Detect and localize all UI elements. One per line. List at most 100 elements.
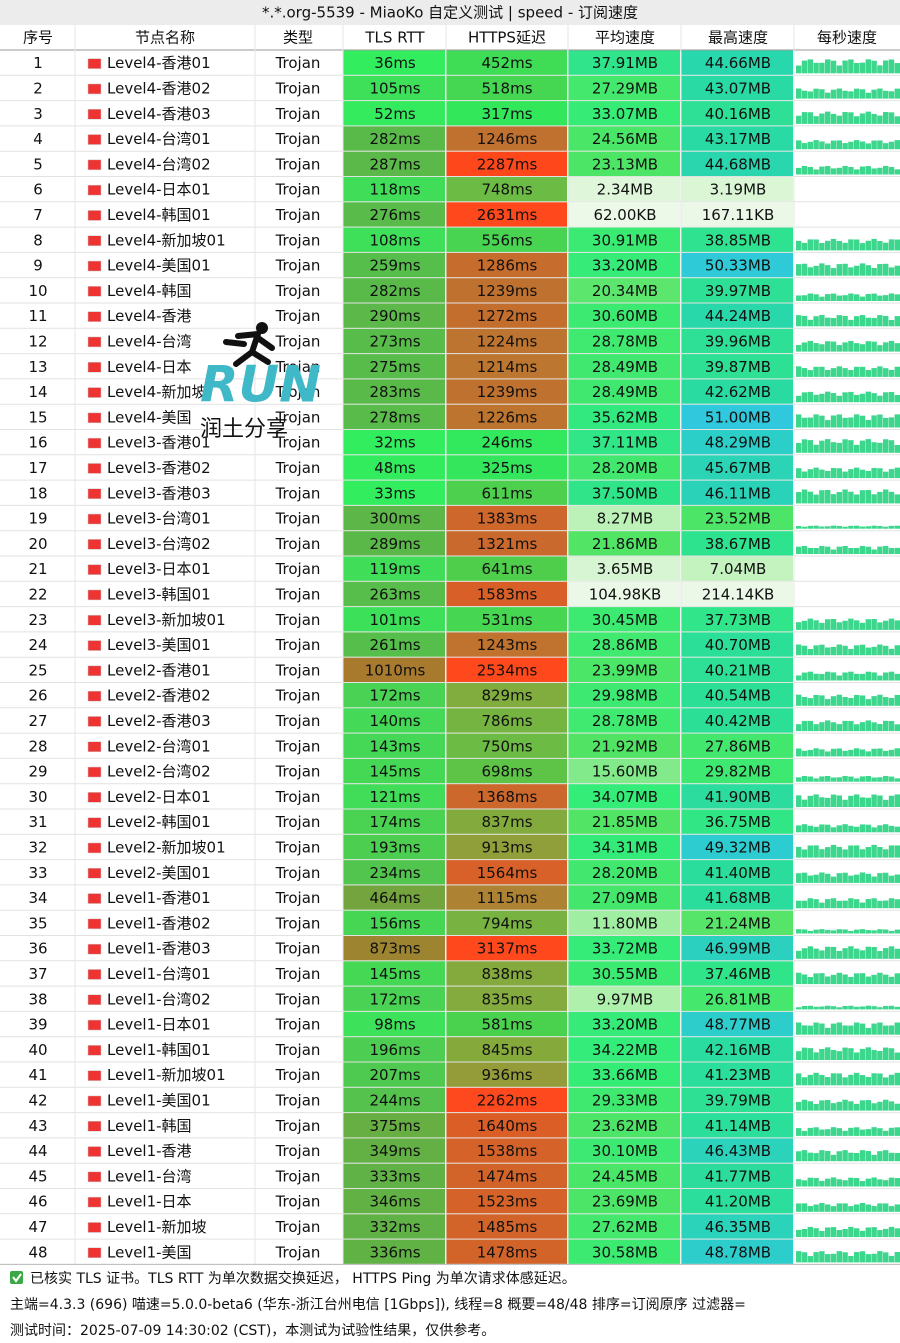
speed-spark xyxy=(801,242,808,251)
cell-text: 15.60MB xyxy=(592,763,658,781)
speed-spark xyxy=(836,900,842,909)
cell-bg xyxy=(446,809,567,834)
flag-icon xyxy=(87,969,102,980)
speed-spark xyxy=(871,947,877,959)
speed-spark xyxy=(836,1128,842,1136)
speed-spark xyxy=(830,341,837,352)
speed-spark xyxy=(859,1150,866,1162)
cell-text: 140ms xyxy=(369,712,420,730)
speed-spark xyxy=(848,1048,854,1060)
cell-text: 28.78MB xyxy=(592,712,658,730)
cell-text: Trojan xyxy=(275,1091,321,1109)
speed-spark xyxy=(819,469,825,479)
speed-spark xyxy=(825,797,831,807)
cell-text: 28 xyxy=(28,737,47,755)
flag-icon xyxy=(87,387,102,398)
speed-spark xyxy=(859,62,866,74)
speed-spark xyxy=(842,696,848,706)
speed-spark xyxy=(865,776,871,782)
speed-spark xyxy=(894,169,900,175)
speed-spark xyxy=(848,825,854,833)
cell-text: 121ms xyxy=(369,788,420,806)
cell-bg xyxy=(681,1239,793,1264)
flag-icon xyxy=(87,336,102,348)
speed-spark xyxy=(871,898,877,909)
node-name: Level2-新加坡01 xyxy=(107,838,226,856)
speed-spark xyxy=(825,59,831,74)
cell-bg xyxy=(446,860,567,885)
speed-spark xyxy=(801,1229,808,1238)
cell-text: 30.45MB xyxy=(592,611,658,629)
flag-icon xyxy=(87,210,102,221)
speed-spark xyxy=(842,1252,848,1263)
speed-spark xyxy=(801,526,808,529)
speed-spark xyxy=(796,777,802,782)
speed-spark xyxy=(842,60,848,74)
cell-text: 21.24MB xyxy=(705,914,771,932)
speed-spark xyxy=(883,1150,889,1162)
cell-text: 37.46MB xyxy=(705,965,771,983)
cell-bg xyxy=(568,151,680,176)
speed-spark xyxy=(842,1203,848,1212)
node-name: Level2-韩国01 xyxy=(107,813,211,831)
speed-spark xyxy=(813,645,819,656)
cell-text: 1523ms xyxy=(477,1193,538,1211)
cell-text: 48.78MB xyxy=(705,1243,771,1261)
speed-spark xyxy=(807,340,813,352)
cell-bg xyxy=(568,202,680,227)
speed-spark xyxy=(842,900,848,909)
speed-spark xyxy=(825,751,831,757)
cell-bg xyxy=(343,860,445,885)
speed-spark xyxy=(801,900,808,909)
cell-text: 19 xyxy=(28,510,47,528)
speed-spark xyxy=(836,366,842,377)
speed-spark xyxy=(894,1127,900,1136)
speed-spark xyxy=(894,673,900,681)
speed-spark xyxy=(865,720,871,732)
speed-spark xyxy=(894,494,900,504)
speed-spark xyxy=(883,1077,889,1086)
node-name: Level3-新加坡01 xyxy=(107,611,226,629)
flag-icon xyxy=(87,134,102,145)
cell-text: 1214ms xyxy=(477,358,538,376)
flag-icon xyxy=(87,615,102,626)
speed-spark xyxy=(819,849,825,858)
speed-spark xyxy=(842,620,848,630)
speed-spark xyxy=(796,900,802,909)
cell-bg xyxy=(568,101,680,126)
cell-text: 48ms xyxy=(374,459,416,477)
speed-spark xyxy=(830,974,837,985)
cell-bg xyxy=(568,278,680,303)
cell-bg xyxy=(446,581,567,607)
cell-bg xyxy=(343,227,445,252)
speed-spark xyxy=(854,1153,860,1162)
speed-spark xyxy=(854,874,860,883)
speed-spark xyxy=(813,724,819,732)
cell-text: 28.86MB xyxy=(592,636,658,654)
column-header: 节点名称 xyxy=(135,29,195,47)
cell-bg xyxy=(343,455,445,480)
cell-text: 37 xyxy=(28,965,47,983)
speed-spark xyxy=(888,141,895,150)
speed-spark xyxy=(865,976,871,985)
speed-spark xyxy=(888,1226,895,1238)
speed-spark xyxy=(813,467,819,479)
cell-text: Trojan xyxy=(275,332,321,350)
speed-spark xyxy=(813,414,819,428)
speed-spark xyxy=(819,950,825,959)
cell-text: 317ms xyxy=(481,105,532,123)
flag-icon xyxy=(87,842,102,854)
cell-bg xyxy=(343,1138,445,1163)
speed-spark xyxy=(865,166,871,175)
cell-text: 5 xyxy=(33,155,43,173)
cell-text: 1226ms xyxy=(477,408,538,426)
speed-spark xyxy=(877,526,883,529)
speed-spark xyxy=(825,1129,831,1136)
cell-text: 48 xyxy=(28,1243,47,1261)
speed-spark xyxy=(842,471,848,479)
footer-text: 主端=4.3.3 (696) 喵速=5.0.0-beta6 (华东-浙江台州电信… xyxy=(10,1297,746,1313)
speed-spark xyxy=(836,546,842,554)
cell-text: Trojan xyxy=(275,1117,321,1135)
speed-spark xyxy=(883,112,889,124)
cell-bg xyxy=(681,404,793,429)
